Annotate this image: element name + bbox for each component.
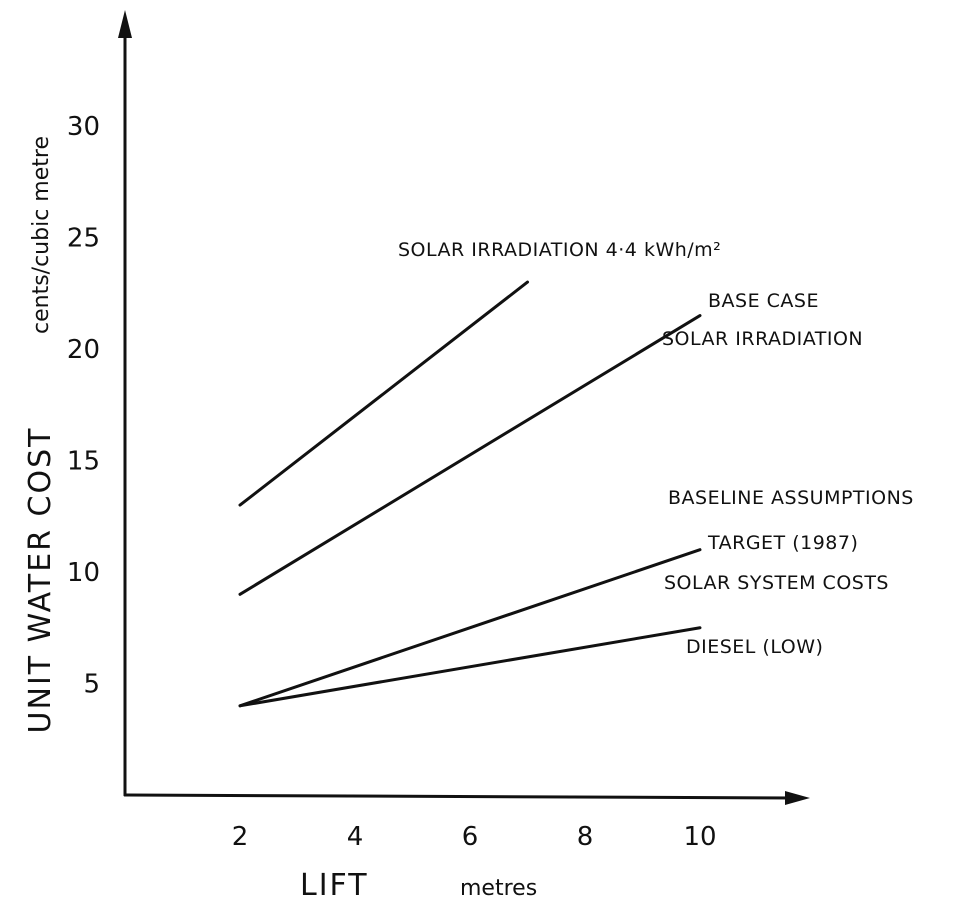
x-axis-title: LIFT: [300, 868, 369, 903]
x-axis-line: [123, 793, 797, 800]
y-tick-label: 20: [67, 335, 100, 365]
x-tick-labels: 2 4 6 8 10: [232, 822, 717, 852]
x-axis-arrow-icon: [785, 791, 810, 805]
series-line-2: [238, 314, 702, 596]
series-line-4: [238, 626, 702, 708]
y-tick-label: 15: [67, 447, 100, 477]
annotation-solar-irradiation-44: SOLAR IRRADIATION 4·4 kWh/m²: [398, 239, 721, 261]
annotation-target-1987: TARGET (1987): [707, 532, 858, 554]
y-axis-arrow-icon: [118, 10, 132, 38]
y-tick-label: 10: [67, 558, 100, 588]
y-tick-labels: 5 10 15 20 25 30: [67, 112, 100, 700]
series-lines: [238, 280, 702, 708]
annotation-solar-system-costs: SOLAR SYSTEM COSTS: [664, 572, 889, 594]
annotation-solar-irradiation: SOLAR IRRADIATION: [662, 328, 863, 350]
annotation-base-case: BASE CASE: [708, 290, 819, 312]
x-tick-label: 10: [683, 822, 716, 852]
x-axis-unit: metres: [460, 876, 537, 901]
annotation-diesel-low: DIESEL (LOW): [686, 636, 823, 658]
annotation-baseline-assumptions: BASELINE ASSUMPTIONS: [668, 487, 914, 509]
y-axis-title: UNIT WATER COST: [23, 427, 58, 734]
y-tick-label: 25: [67, 224, 100, 254]
series-line-1: [238, 280, 529, 507]
x-tick-label: 8: [577, 822, 594, 852]
series-line-3: [238, 548, 702, 708]
x-tick-label: 6: [462, 822, 479, 852]
y-axis-unit: cents/cubic metre: [29, 136, 54, 334]
x-tick-label: 2: [232, 822, 249, 852]
y-tick-label: 5: [83, 670, 100, 700]
x-tick-label: 4: [347, 822, 364, 852]
y-tick-label: 30: [67, 112, 100, 142]
